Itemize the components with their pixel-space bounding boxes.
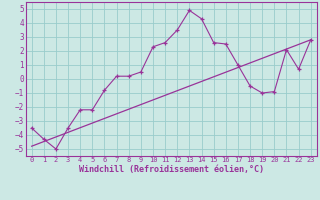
X-axis label: Windchill (Refroidissement éolien,°C): Windchill (Refroidissement éolien,°C) xyxy=(79,165,264,174)
